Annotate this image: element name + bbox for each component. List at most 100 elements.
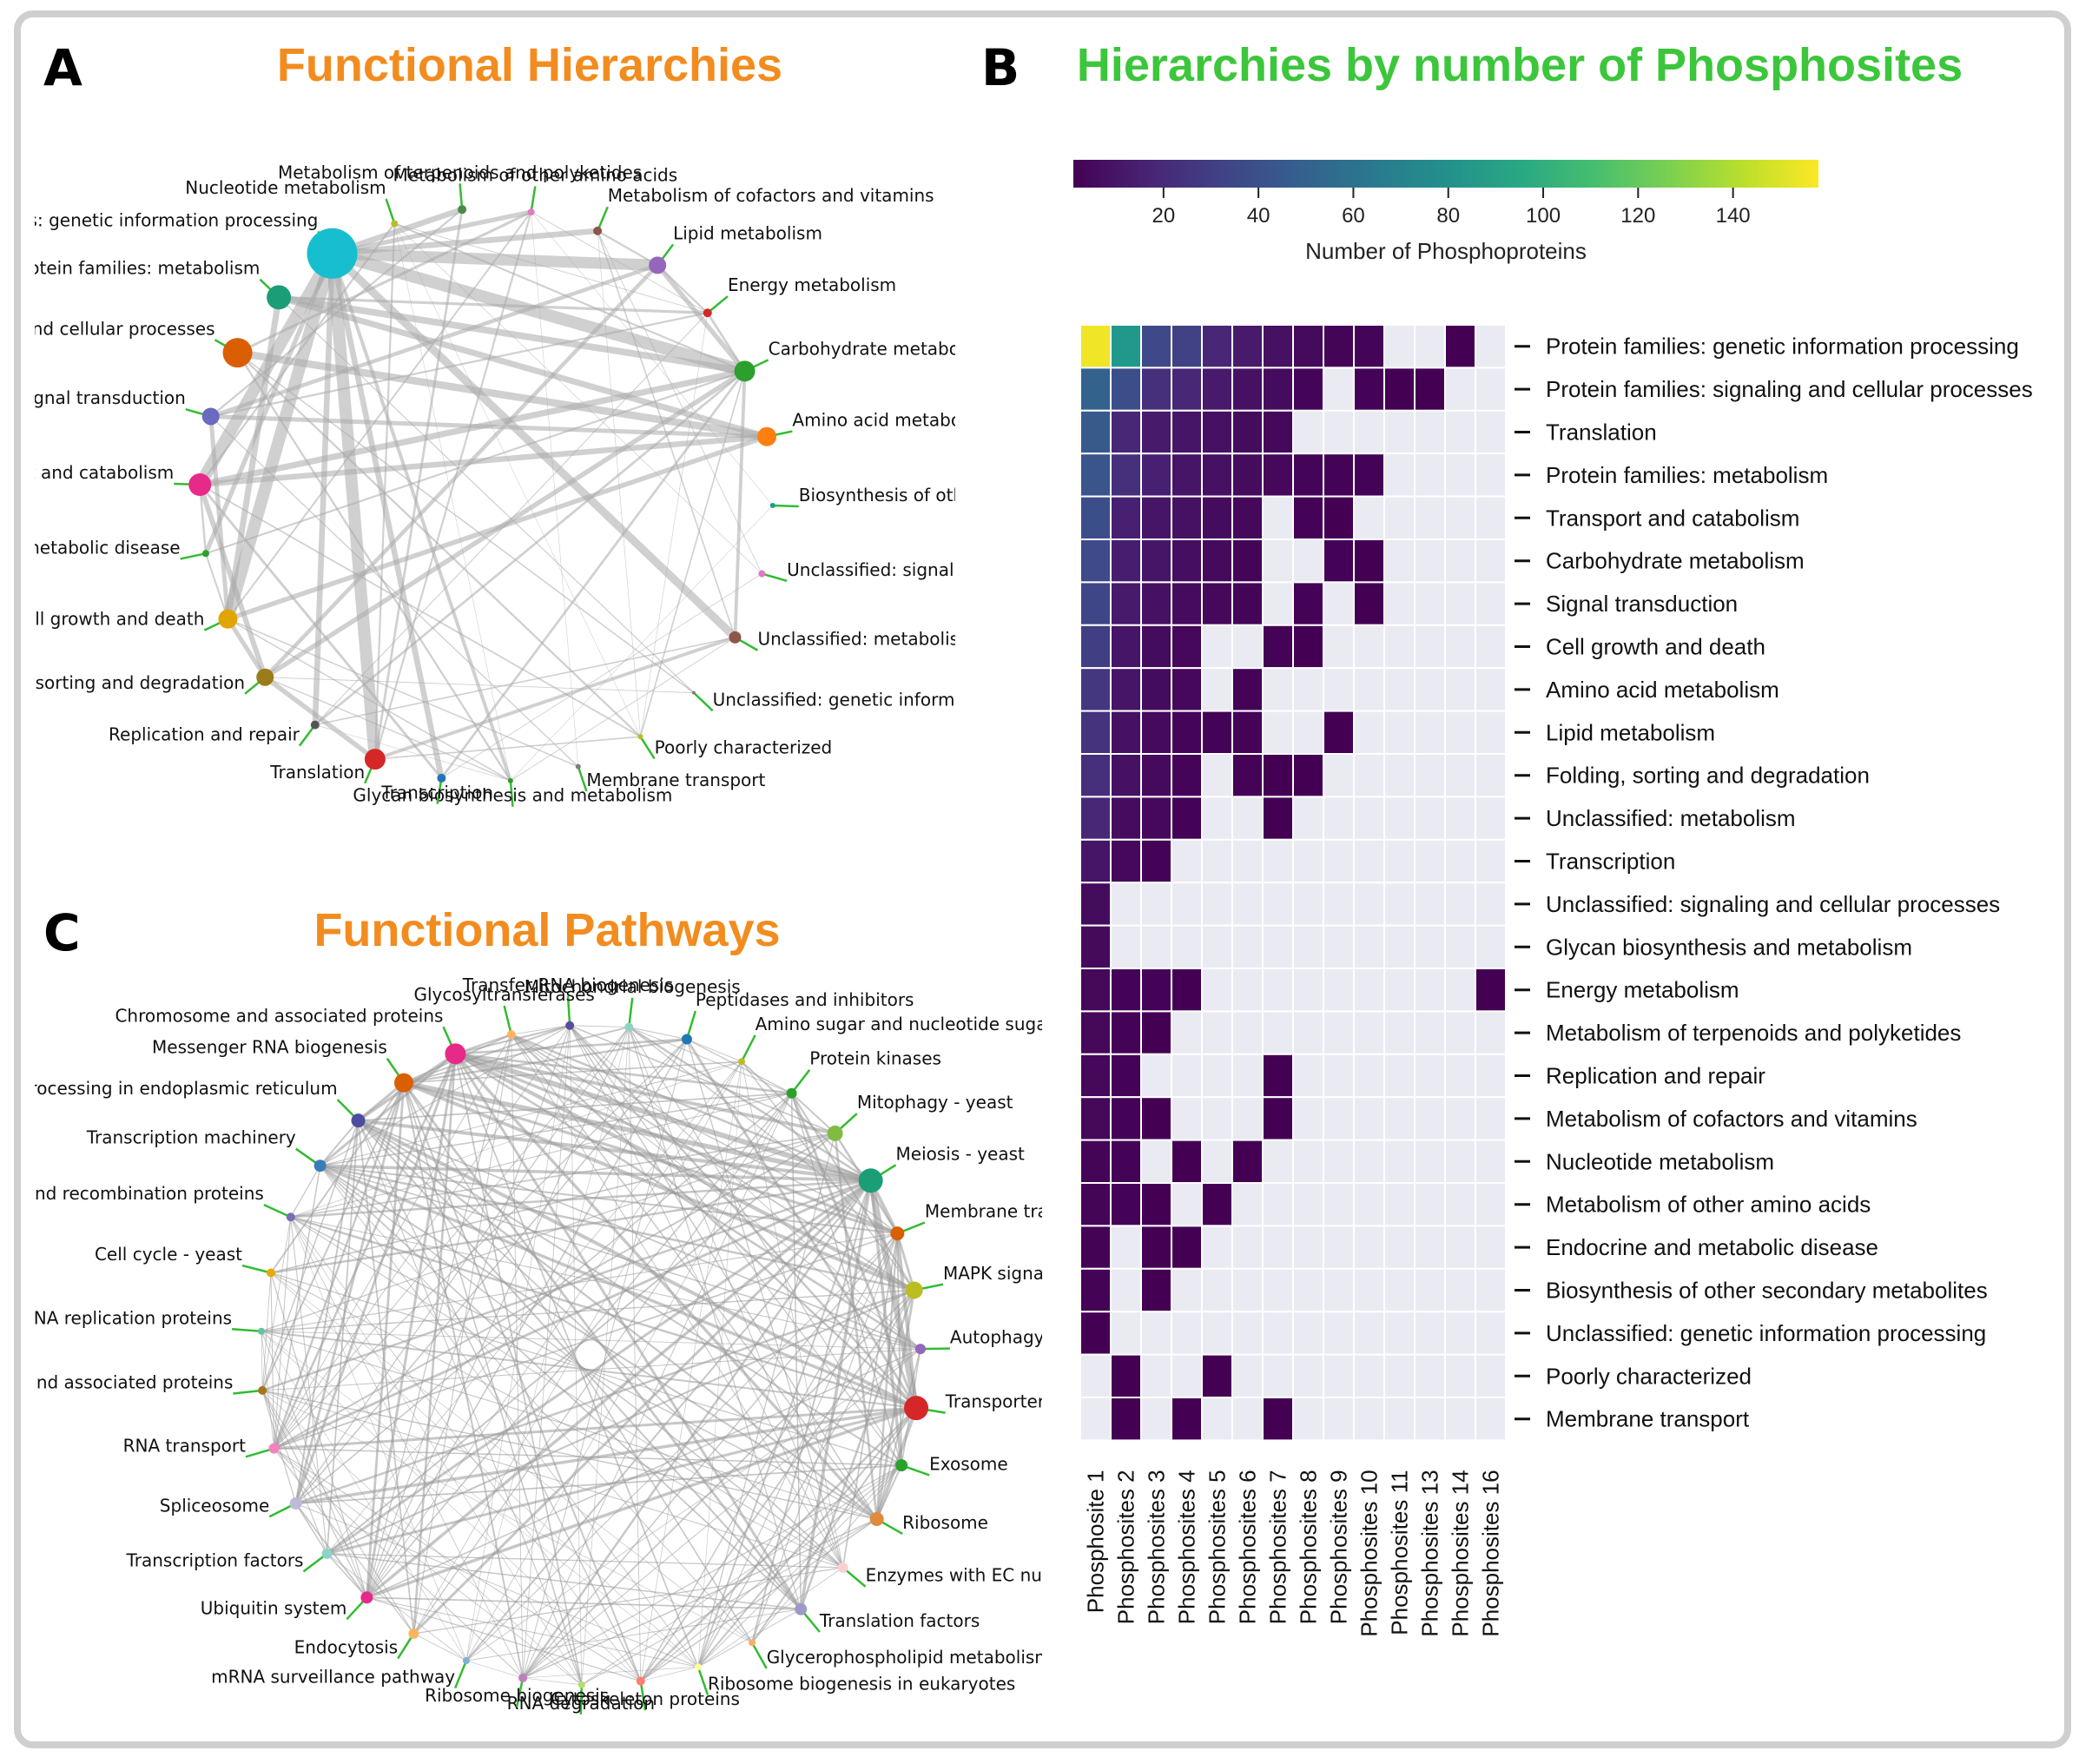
- heatmap-cell: [1140, 1225, 1172, 1270]
- heatmap-cell: [1171, 1182, 1203, 1227]
- heatmap-cell: [1353, 1010, 1385, 1055]
- heatmap-cell: [1140, 324, 1172, 369]
- path-node-label: Exosome: [929, 1453, 1008, 1474]
- path-node-label: Transcription machinery: [86, 1127, 296, 1148]
- heatmap-cell: [1171, 1397, 1203, 1442]
- heatmap-cell: [1292, 495, 1324, 541]
- heatmap-cell: [1475, 324, 1507, 369]
- heatmap-cell: [1414, 1225, 1446, 1270]
- heatmap-cell: [1262, 838, 1294, 884]
- heatmap-cell: [1262, 453, 1294, 498]
- heatmap-cell: [1231, 1267, 1264, 1313]
- heatmap-cell: [1414, 1397, 1446, 1442]
- path-edge: [261, 1331, 699, 1668]
- heatmap-cell: [1110, 581, 1142, 626]
- heatmap-cell: [1414, 838, 1446, 884]
- heatmap-cell: [1475, 968, 1507, 1013]
- hier-node-signal-transduction: [201, 407, 220, 426]
- heatmap-cell: [1201, 538, 1233, 584]
- hier-node-energy-metabolism: [703, 308, 712, 318]
- heatmap-cell: [1323, 581, 1355, 626]
- path-node-transfer-rna-biogenesis: [565, 1021, 575, 1030]
- path-edge: [327, 1553, 467, 1662]
- heatmap-cell: [1110, 495, 1142, 541]
- heatmap-cell: [1444, 796, 1476, 841]
- hier-node-label: Endocrine and metabolic disease: [35, 537, 181, 558]
- heatmap-cell: [1414, 495, 1446, 541]
- heatmap-cell: [1201, 667, 1233, 712]
- heatmap-cell: [1323, 1096, 1355, 1141]
- row-label: Lipid metabolism: [1546, 719, 1715, 745]
- hier-node-label: Transport and catabolism: [35, 462, 174, 483]
- path-edge: [319, 1164, 917, 1410]
- heatmap-cell: [1231, 968, 1264, 1013]
- heatmap-cell: [1383, 1397, 1416, 1442]
- heatmap-cell: [1383, 667, 1416, 712]
- heatmap-cell: [1110, 538, 1142, 584]
- path-edge: [510, 1034, 917, 1410]
- path-edge: [294, 1503, 368, 1598]
- path-edge: [357, 1119, 917, 1410]
- heatmap-cell: [1444, 882, 1476, 927]
- heatmap-cell: [1414, 1053, 1446, 1099]
- path-edge: [413, 1633, 467, 1662]
- heatmap-cell: [1171, 1139, 1203, 1184]
- heatmap-cell: [1444, 495, 1476, 541]
- heatmap-cell: [1353, 581, 1385, 626]
- heatmap-cell: [1171, 538, 1203, 584]
- heatmap-cell: [1323, 538, 1355, 584]
- heatmap-cell: [1475, 753, 1507, 798]
- path-edge: [403, 1082, 525, 1679]
- hier-edge: [329, 253, 445, 779]
- panel-c-letter: C: [43, 903, 81, 962]
- column-label: Phosphosites 10: [1356, 1470, 1383, 1636]
- path-edge: [640, 1289, 915, 1682]
- heatmap-cell: [1292, 367, 1324, 412]
- hier-node-label: Metabolism of other amino acids: [393, 164, 677, 185]
- heatmap-cell: [1201, 1267, 1233, 1313]
- hier-node-metabolism-of-terpenoids-and-polyketides: [458, 205, 467, 215]
- path-edge: [751, 1407, 917, 1643]
- hier-edge: [221, 251, 339, 621]
- heatmap-cell: [1231, 882, 1264, 927]
- heatmap-cell: [1475, 1182, 1507, 1227]
- heatmap-cell: [1171, 409, 1203, 455]
- path-node-label: Translation factors: [819, 1610, 980, 1631]
- path-edge: [465, 1025, 571, 1662]
- path-edge: [640, 1666, 698, 1681]
- path-edge: [273, 1179, 872, 1450]
- heatmap-cell: [1079, 1010, 1112, 1055]
- hier-edge: [264, 677, 511, 782]
- heatmap-cell: [1110, 1182, 1142, 1227]
- path-node-dna-replication-proteins: [257, 1327, 265, 1335]
- path-node-label: Messenger RNA biogenesis: [152, 1037, 387, 1058]
- heatmap-cell: [1201, 367, 1233, 412]
- heatmap-cell: [1444, 367, 1476, 412]
- hier-node-label: Signal transduction: [35, 387, 186, 408]
- colorbar-label: Number of Phosphoproteins: [1305, 238, 1587, 264]
- hier-node-label: Poorly characterized: [655, 737, 833, 757]
- hier-label-leader: [761, 572, 788, 582]
- heatmap-cell: [1353, 538, 1385, 584]
- path-edge: [290, 1133, 835, 1219]
- heatmap-cell: [1475, 838, 1507, 884]
- heatmap-cell: [1201, 1010, 1233, 1055]
- hier-edges: [195, 207, 774, 782]
- column-label: Phosphosites 6: [1235, 1470, 1261, 1624]
- hier-node-transcription: [437, 773, 446, 783]
- heatmap-cell: [1475, 924, 1507, 969]
- heatmap-cell: [1323, 1397, 1355, 1442]
- heatmap-cell: [1414, 367, 1446, 412]
- heatmap-cell: [1140, 882, 1172, 927]
- path-edge: [326, 1179, 872, 1556]
- hier-edge: [199, 484, 641, 737]
- heatmap-cell: [1475, 453, 1507, 498]
- heatmap-cell: [1353, 1225, 1385, 1270]
- heatmap-cell: [1231, 796, 1264, 841]
- heatmap-cell: [1262, 1397, 1294, 1442]
- hier-node-label: Unclassified: metabolism: [757, 629, 955, 650]
- heatmap-cell: [1079, 1139, 1112, 1184]
- hier-node-folding-sorting-and-degradation: [256, 668, 274, 686]
- path-node-protein-kinases: [786, 1087, 797, 1099]
